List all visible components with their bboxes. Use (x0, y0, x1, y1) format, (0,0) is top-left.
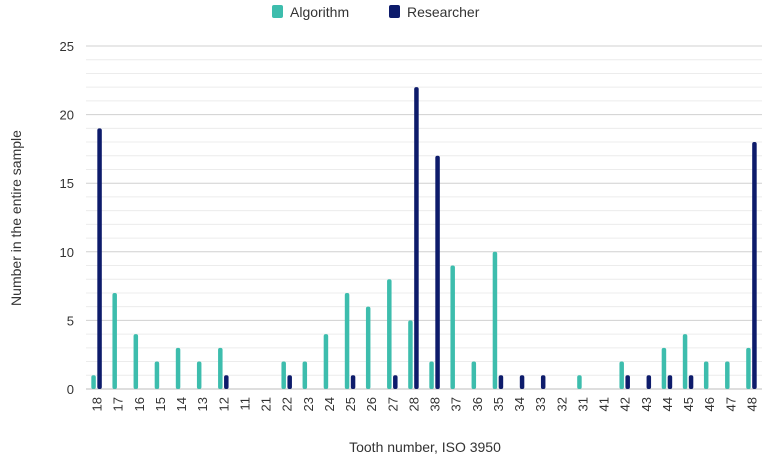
bar-researcher-28[interactable] (414, 87, 419, 389)
bar-algorithm-45[interactable] (682, 334, 688, 389)
bar-algorithm-18[interactable] (91, 375, 96, 389)
x-tick-label: 21 (259, 397, 274, 411)
x-tick-label: 36 (470, 397, 485, 411)
x-tick-label: 48 (744, 397, 759, 411)
y-tick-label: 0 (67, 382, 74, 397)
x-tick-label: 14 (174, 397, 189, 411)
bar-researcher-48[interactable] (752, 142, 757, 389)
x-tick-label: 15 (153, 397, 168, 411)
bar-algorithm-42[interactable] (619, 361, 624, 389)
bars (91, 87, 757, 389)
x-tick-label: 25 (343, 397, 358, 411)
y-axis-ticks: 0 5 10 15 20 25 (60, 39, 74, 397)
x-axis-ticks: 18 17 16 15 14 13 12 11 21 22 23 24 25 26 27 28 38 37 36 35… (90, 397, 760, 411)
bar-algorithm-31[interactable] (577, 375, 582, 389)
x-tick-label: 32 (554, 397, 569, 411)
bar-researcher-42[interactable] (625, 375, 630, 389)
x-tick-label: 47 (723, 397, 738, 411)
bar-researcher-18[interactable] (97, 128, 102, 389)
x-tick-label: 34 (512, 397, 527, 411)
y-tick-label: 20 (60, 108, 74, 123)
bar-researcher-25[interactable] (350, 375, 356, 389)
bar-algorithm-13[interactable] (196, 361, 202, 389)
bar-researcher-44[interactable] (667, 375, 673, 389)
bar-algorithm-35[interactable] (492, 251, 498, 389)
bar-algorithm-17[interactable] (112, 292, 117, 389)
x-tick-label: 41 (597, 397, 612, 411)
bar-researcher-22[interactable] (287, 375, 292, 389)
bar-researcher-27[interactable] (393, 375, 398, 389)
legend[interactable]: Algorithm Researcher (272, 4, 480, 20)
bar-algorithm-22[interactable] (281, 361, 286, 389)
x-tick-label: 42 (618, 397, 633, 411)
x-tick-label: 17 (111, 397, 126, 411)
x-tick-label: 44 (660, 397, 675, 411)
bar-algorithm-25[interactable] (344, 292, 350, 389)
bar-algorithm-48[interactable] (746, 347, 751, 389)
bar-algorithm-24[interactable] (323, 334, 329, 389)
x-tick-label: 46 (702, 397, 717, 411)
bar-algorithm-44[interactable] (661, 347, 667, 389)
y-axis-label: Number in the entire sample (8, 130, 24, 306)
bar-algorithm-47[interactable] (725, 361, 730, 389)
bar-researcher-38[interactable] (435, 155, 440, 389)
bar-algorithm-38[interactable] (429, 361, 434, 389)
y-tick-label: 15 (60, 176, 74, 191)
bar-researcher-43[interactable] (646, 375, 652, 389)
bar-researcher-45[interactable] (688, 375, 694, 389)
x-tick-label: 23 (301, 397, 316, 411)
x-tick-label: 31 (575, 397, 590, 411)
bar-algorithm-16[interactable] (133, 334, 139, 389)
bar-algorithm-28[interactable] (408, 320, 413, 389)
bar-algorithm-12[interactable] (218, 347, 223, 389)
x-tick-label: 35 (491, 397, 506, 411)
legend-label-researcher[interactable]: Researcher (407, 4, 480, 20)
x-tick-label: 12 (216, 397, 231, 411)
legend-swatch-researcher (389, 5, 400, 18)
x-tick-label: 16 (132, 397, 147, 411)
x-tick-label: 22 (280, 397, 295, 411)
bar-algorithm-23[interactable] (302, 361, 308, 389)
x-tick-label: 26 (364, 397, 379, 411)
x-tick-label: 33 (533, 397, 548, 411)
y-tick-label: 5 (67, 313, 74, 328)
y-tick-label: 10 (60, 245, 74, 260)
x-tick-label: 28 (406, 397, 421, 411)
legend-swatch-algorithm (272, 5, 283, 18)
bar-algorithm-37[interactable] (450, 265, 455, 389)
x-tick-label: 11 (237, 397, 252, 411)
x-tick-label: 13 (195, 397, 210, 411)
bar-algorithm-15[interactable] (154, 361, 160, 389)
legend-label-algorithm[interactable]: Algorithm (290, 4, 349, 20)
bar-algorithm-46[interactable] (703, 361, 709, 389)
bar-algorithm-27[interactable] (387, 279, 392, 389)
x-tick-label: 27 (385, 397, 400, 411)
x-axis-label: Tooth number, ISO 3950 (349, 439, 501, 455)
bar-researcher-34[interactable] (519, 375, 525, 389)
x-tick-label: 38 (428, 397, 443, 411)
bar-algorithm-14[interactable] (175, 347, 181, 389)
x-tick-label: 18 (90, 397, 105, 411)
grid-lines (86, 45, 762, 390)
bar-algorithm-26[interactable] (365, 306, 371, 389)
x-tick-label: 43 (639, 397, 654, 411)
bar-algorithm-36[interactable] (471, 361, 477, 389)
x-tick-label: 24 (322, 397, 337, 411)
x-tick-label: 45 (681, 397, 696, 411)
x-tick-label: 37 (449, 397, 464, 411)
bar-researcher-35[interactable] (498, 375, 504, 389)
bar-researcher-33[interactable] (540, 375, 546, 389)
bar-researcher-12[interactable] (224, 375, 229, 389)
y-tick-label: 25 (60, 39, 74, 54)
